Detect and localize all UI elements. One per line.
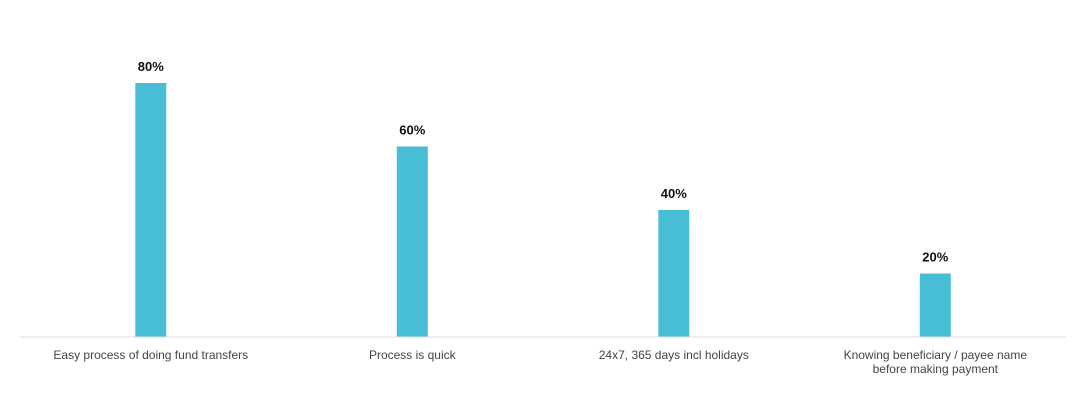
data-label-4: 20%	[922, 250, 948, 265]
category-labels-layer: Easy process of doing fund transfers Proc…	[53, 348, 1027, 376]
category-label-4: Knowing beneficiary / payee name before m…	[844, 348, 1028, 376]
labels-layer: 80% 60% 40% 20%	[138, 59, 949, 265]
bar-1	[135, 83, 167, 337]
category-label-1: Easy process of doing fund transfers	[53, 348, 248, 362]
category-label-line: Easy process of doing fund transfers	[53, 348, 248, 362]
data-label-2: 60%	[399, 123, 425, 138]
bar-3	[658, 210, 690, 337]
data-label-1: 80%	[138, 59, 164, 74]
category-label-line: Process is quick	[369, 348, 457, 362]
data-label-3: 40%	[661, 186, 687, 201]
category-label-2: Process is quick	[369, 348, 457, 362]
category-label-line: Knowing beneficiary / payee name	[844, 348, 1028, 362]
bar-2	[396, 146, 428, 337]
category-label-line: before making payment	[873, 362, 999, 376]
category-label-line: 24x7, 365 days incl holidays	[599, 348, 749, 362]
bars-layer	[135, 83, 951, 337]
bar-4	[919, 273, 951, 337]
category-label-3: 24x7, 365 days incl holidays	[599, 348, 749, 362]
